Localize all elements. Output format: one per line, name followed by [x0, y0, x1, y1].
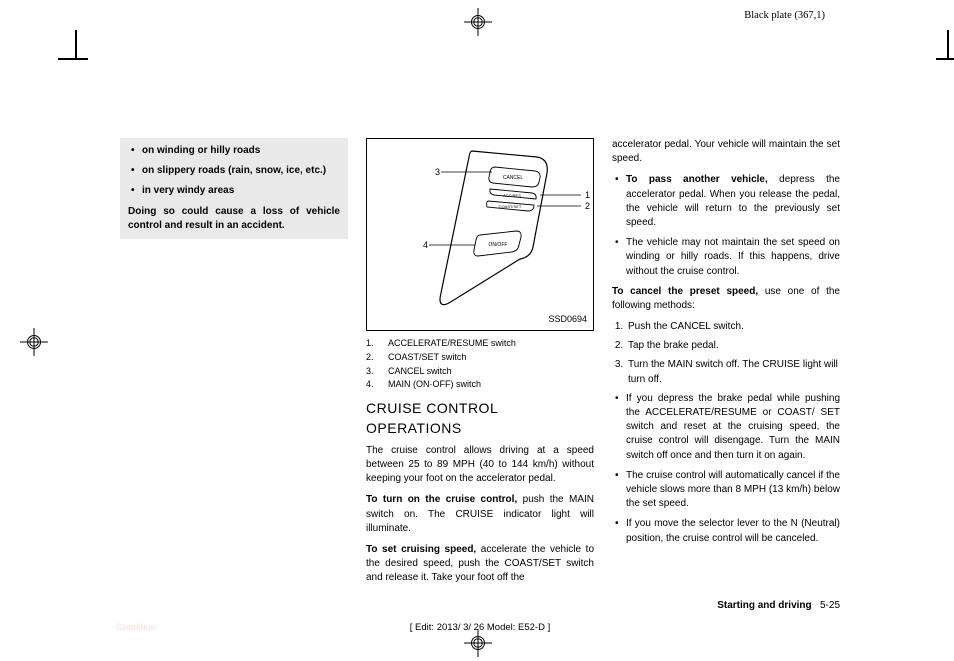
step-item: Tap the brake pedal.: [626, 339, 840, 353]
paragraph: To set cruising speed, accelerate the ve…: [366, 543, 594, 586]
column-1: on winding or hilly roads on slippery ro…: [120, 138, 348, 589]
crop-mark: [75, 30, 77, 60]
svg-text:CANCEL: CANCEL: [503, 175, 524, 181]
black-plate-label: Black plate (367,1): [744, 10, 825, 21]
svg-text:2: 2: [585, 201, 590, 211]
bullet-item: To pass another vehicle, depress the acc…: [612, 173, 840, 230]
step-item: Turn the MAIN switch off. The CRUISE lig…: [626, 358, 840, 386]
crop-mark: [947, 30, 949, 60]
column-2: CANCEL ACC/RES COAST/SET ON/OFF 1 2 3 4 …: [366, 138, 594, 589]
legend-row: 3.CANCEL switch: [366, 365, 594, 378]
footer-condition: Condition:: [116, 622, 159, 633]
warning-item: on winding or hilly roads: [128, 144, 340, 158]
footer-edit-info: [ Edit: 2013/ 3/ 26 Model: E52-D ]: [410, 622, 550, 633]
svg-text:ON/OFF: ON/OFF: [489, 242, 508, 248]
bullet-item: If you move the selector lever to the N …: [612, 517, 840, 545]
svg-text:4: 4: [423, 240, 428, 250]
diagram-code: SSD0694: [548, 313, 587, 326]
legend-row: 1.ACCELERATE/RESUME switch: [366, 337, 594, 350]
diagram-legend: 1.ACCELERATE/RESUME switch 2.COAST/SET s…: [366, 337, 594, 391]
crop-mark: [936, 58, 954, 60]
bullet-item: If you depress the brake pedal while pus…: [612, 392, 840, 463]
legend-row: 4.MAIN (ON·OFF) switch: [366, 378, 594, 391]
svg-text:3: 3: [435, 167, 440, 177]
cruise-control-svg: CANCEL ACC/RES COAST/SET ON/OFF 1 2 3 4: [367, 139, 599, 330]
svg-text:1: 1: [585, 190, 590, 200]
footer-section-page: Starting and driving 5-25: [717, 600, 840, 611]
section-heading: CRUISE CONTROL OPERATIONS: [366, 399, 594, 439]
text-columns: on winding or hilly roads on slippery ro…: [120, 138, 840, 589]
bullet-item: The vehicle may not maintain the set spe…: [612, 236, 840, 279]
svg-text:COAST/SET: COAST/SET: [499, 204, 522, 209]
paragraph: accelerator pedal. Your vehicle will mai…: [612, 138, 840, 166]
svg-text:ACC/RES: ACC/RES: [503, 193, 521, 198]
paragraph: To turn on the cruise control, push the …: [366, 493, 594, 536]
cruise-control-diagram: CANCEL ACC/RES COAST/SET ON/OFF 1 2 3 4 …: [366, 138, 594, 331]
bullet-item: The cruise control will automatically ca…: [612, 469, 840, 512]
warning-item: in very windy areas: [128, 184, 340, 198]
warning-item: on slippery roads (rain, snow, ice, etc.…: [128, 164, 340, 178]
paragraph: To cancel the preset speed, use one of t…: [612, 285, 840, 313]
column-3: accelerator pedal. Your vehicle will mai…: [612, 138, 840, 589]
step-item: Push the CANCEL switch.: [626, 320, 840, 334]
legend-row: 2.COAST/SET switch: [366, 351, 594, 364]
warning-conclusion: Doing so could cause a loss of vehicle c…: [128, 205, 340, 233]
paragraph: The cruise control allows driving at a s…: [366, 444, 594, 487]
warning-box: on winding or hilly roads on slippery ro…: [120, 138, 348, 239]
registration-mark-left: [20, 328, 48, 356]
page-container: Black plate (367,1) on winding or hilly …: [80, 0, 880, 661]
